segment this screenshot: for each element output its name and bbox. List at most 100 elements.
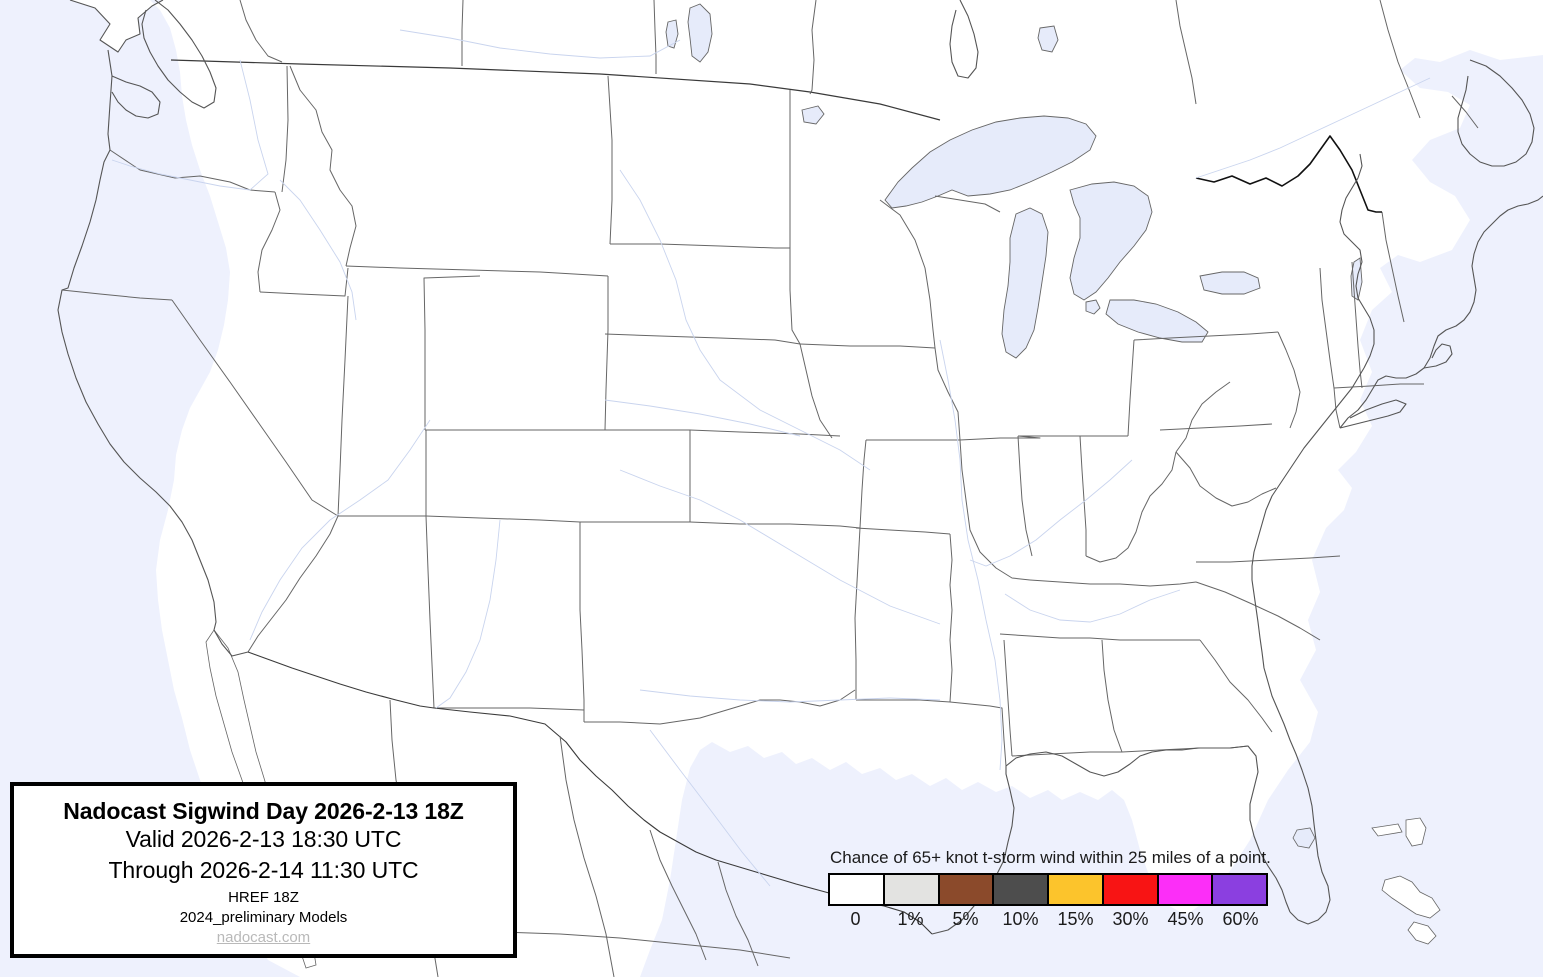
border-ut-wy — [423, 275, 481, 430]
coast-long-island — [1339, 399, 1407, 429]
legend-label-30pct: 30% — [1112, 909, 1149, 929]
border-il-in — [1017, 435, 1033, 557]
north-america-land — [70, 0, 1543, 977]
border-il-mo-ky — [959, 439, 1031, 581]
border-ar-ms — [949, 533, 953, 703]
lake-huron — [1069, 181, 1153, 301]
border-mn-wi — [879, 199, 936, 349]
coastline-layer — [57, 0, 1543, 935]
coast-puget-sound — [111, 75, 161, 119]
border-ok-ar — [854, 617, 857, 700]
legend-label-1pct: 1% — [897, 909, 924, 929]
river-saskatchewan — [399, 29, 681, 59]
legend-caption: Chance of 65+ knot t-storm wind within 2… — [830, 848, 1271, 867]
border-ia-wi-il — [934, 347, 961, 441]
probability-legend: Chance of 65+ knot t-storm wind within 2… — [828, 848, 1271, 933]
border-ga-sc — [1199, 639, 1273, 733]
border-wa-id — [281, 65, 289, 193]
river-platte — [604, 399, 801, 437]
border-mt-wy — [345, 265, 609, 277]
lake-manitoba — [665, 19, 679, 49]
great-lakes-layer — [665, 3, 1363, 359]
bahamas-andros — [1405, 817, 1427, 847]
lake-okeechobee — [1292, 827, 1316, 849]
model-name: HREF 18Z — [228, 889, 299, 907]
border-in-oh — [1079, 435, 1087, 556]
border-sd-ne — [604, 333, 801, 345]
border-sc-nc — [1195, 581, 1321, 641]
border-mn-ia — [799, 343, 936, 349]
border-wi-il — [959, 435, 1041, 441]
border-us-canada-west — [170, 59, 941, 121]
coast-gulf — [931, 745, 1291, 935]
legend-label-0: 0 — [850, 909, 861, 929]
border-or-ca — [61, 289, 173, 301]
legend-label-15pct: 15% — [1057, 909, 1094, 929]
border-mx-chihuahua-coahuila — [559, 735, 615, 977]
border-qc-nb — [1379, 0, 1421, 119]
border-pa-md — [1159, 423, 1273, 431]
legend-label-10pct: 10% — [1002, 909, 1039, 929]
lake-erie — [1105, 299, 1209, 343]
border-oh-wv-ky — [1085, 451, 1177, 563]
border-ny-vt-ma — [1319, 267, 1335, 389]
border-ne-ks — [689, 429, 841, 437]
legend-swatch-10pct — [994, 875, 1049, 904]
coast-west — [57, 49, 249, 657]
border-ky-tn — [1029, 579, 1197, 587]
title-info-box: Nadocast Sigwind Day 2026-2-13 18Z Valid… — [10, 782, 517, 958]
border-us-canada-east — [1195, 135, 1382, 213]
border-al-fl — [1011, 751, 1122, 757]
border-va-ky-wv — [1175, 381, 1231, 453]
border-pa-ny — [1133, 331, 1279, 341]
border-nm-tx — [579, 522, 585, 722]
border-mx-coahuila-nl — [649, 829, 707, 961]
border-al-ga — [1101, 639, 1123, 753]
border-ks-mo — [859, 439, 867, 529]
border-ar-la — [856, 699, 951, 703]
coast-northeast — [1339, 195, 1543, 429]
river-colorado — [249, 419, 431, 641]
border-ks-ok — [689, 521, 861, 529]
border-va-wv-md — [1175, 451, 1277, 507]
border-oh-pa — [1127, 339, 1135, 437]
legend-label-5pct: 5% — [952, 909, 979, 929]
border-nm-tx-south — [434, 707, 585, 711]
legend-label-45pct: 45% — [1167, 909, 1204, 929]
border-bc-ab — [239, 0, 283, 63]
border-mx-nl-tamps — [717, 861, 759, 967]
lake-ontario — [1199, 271, 1261, 295]
page-title: Nadocast Sigwind Day 2026-2-13 18Z — [63, 798, 464, 824]
border-pa-nj — [1277, 331, 1301, 429]
river-ohio — [969, 459, 1133, 567]
model-version: 2024_preliminary Models — [179, 908, 348, 926]
lake-winnipeg — [687, 3, 713, 63]
border-sk-mb — [653, 0, 657, 74]
border-vt-nh — [1351, 261, 1359, 347]
border-ca-az — [247, 515, 339, 653]
border-nv-ca — [171, 299, 339, 517]
border-wi-mi-upper — [934, 195, 1001, 213]
rivers-layer — [111, 29, 1431, 887]
coast-atlantic-mid — [1339, 153, 1375, 369]
legend-swatch-60pct — [1213, 875, 1266, 904]
border-or-id — [257, 191, 281, 293]
border-wy-sd-ne — [604, 276, 609, 431]
border-ok-mo — [854, 527, 861, 619]
lake-st-clair — [1085, 299, 1101, 315]
legend-swatch-1pct — [884, 875, 940, 904]
river-snake — [279, 179, 357, 321]
border-id-mt — [289, 65, 357, 267]
cuba-island — [1381, 875, 1441, 919]
lake-michigan — [1001, 207, 1049, 359]
border-id-nv-ut — [259, 267, 349, 297]
border-ar-mo — [855, 527, 951, 535]
river-mississippi — [939, 339, 1003, 771]
river-columbia — [111, 59, 269, 191]
coast-hudson-tributary — [949, 0, 979, 79]
bahamas-north — [1371, 823, 1403, 837]
valid-time-line: Valid 2026-2-13 18:30 UTC — [125, 826, 402, 853]
border-vt-nh-ma — [1357, 345, 1363, 389]
border-ne-ia — [799, 343, 833, 439]
legend-swatch-0 — [830, 875, 885, 904]
